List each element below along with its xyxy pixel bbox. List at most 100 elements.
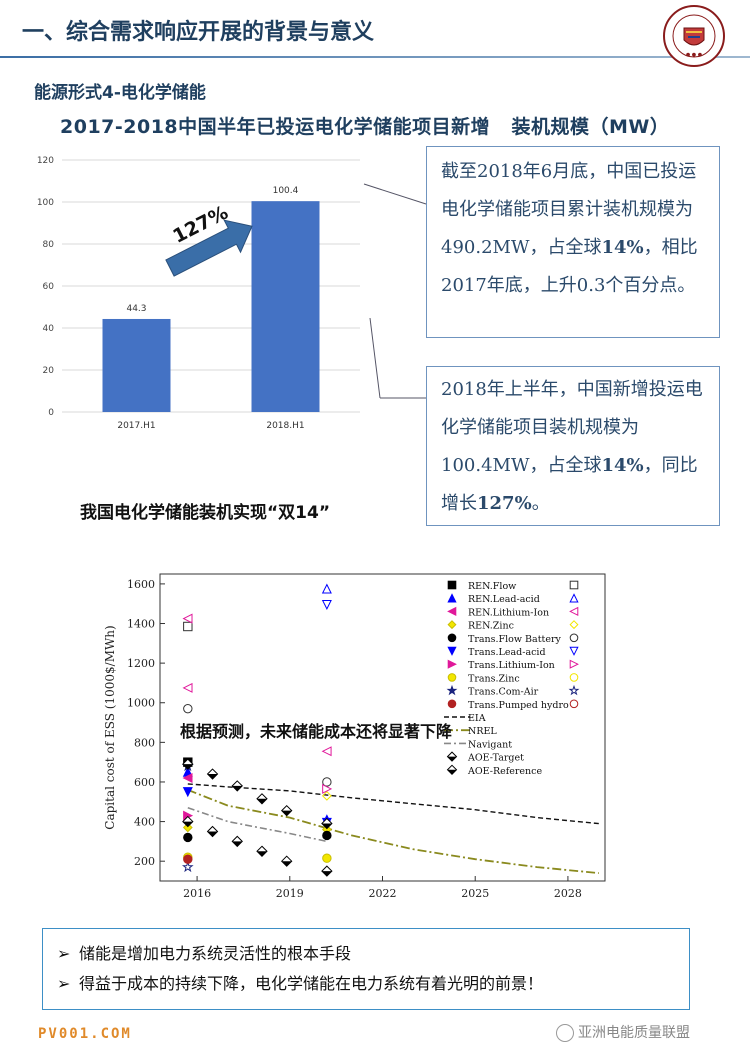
legend-label: REN.Lead-acid — [468, 594, 540, 605]
diamond-half — [232, 785, 243, 791]
data-point — [321, 746, 332, 757]
y-tick-label: 1000 — [127, 697, 155, 710]
legend-label: AOE-Target — [467, 753, 524, 764]
legend-marker-open — [569, 593, 579, 603]
legend-marker-open — [569, 646, 579, 656]
x-tick-label: 2028 — [554, 887, 582, 900]
forecast-overlay: 根据预测，未来储能成本还将显著下降 — [180, 722, 453, 741]
legend-marker-half — [447, 769, 457, 775]
wechat-icon — [556, 1024, 574, 1042]
legend-marker — [447, 593, 457, 603]
legend-marker — [447, 580, 457, 590]
page-title: 一、综合需求响应开展的背景与意义 — [22, 20, 375, 45]
data-point — [183, 854, 193, 864]
legend-marker — [447, 606, 457, 617]
data-point — [183, 832, 193, 843]
legend-entry: Trans.Com-Air — [446, 684, 580, 698]
conclusion-item: ➢ 得益于成本的持续下降，电化学储能在电力系统有着光明的前景！ — [57, 969, 675, 999]
legend-marker-open — [569, 580, 579, 590]
x-tick-label: 2017.H1 — [117, 421, 155, 431]
series-line-nrel — [187, 789, 599, 874]
svg-text:● ● ●: ● ● ● — [686, 52, 703, 58]
bar-chart: 02040608010012044.32017.H1100.42018.H112… — [37, 156, 360, 431]
data-point — [322, 853, 332, 863]
legend-label: REN.Zinc — [468, 621, 514, 632]
legend-entry: REN.Lithium-Ion — [447, 606, 579, 618]
info-box-1-text-a: 截至2018年6月底，中国已投运电化学储能项目累计装机规模为490.2MW，占全… — [441, 161, 697, 258]
diamond-half — [232, 841, 243, 847]
y-tick-label: 80 — [43, 240, 55, 250]
site-watermark: PV001.COM — [38, 1026, 132, 1042]
data-label: 100.4 — [273, 186, 299, 196]
legend-entry: REN.Flow — [447, 580, 579, 592]
bar — [251, 201, 320, 412]
x-tick-label: 2018.H1 — [266, 421, 304, 431]
data-point — [322, 783, 333, 794]
data-point — [280, 804, 293, 817]
arrow-bullet-icon: ➢ — [57, 944, 71, 963]
info-box-cumulative: 截至2018年6月底，中国已投运电化学储能项目累计装机规模为490.2MW，占全… — [426, 146, 720, 338]
y-tick-label: 120 — [37, 156, 54, 166]
legend-marker — [447, 659, 457, 669]
legend-label: Trans.Com-Air — [468, 687, 539, 698]
growth-arrow-icon — [165, 219, 253, 277]
data-point — [321, 600, 332, 611]
data-point — [183, 621, 193, 632]
y-tick-label: 400 — [134, 816, 155, 829]
legend-entry: Trans.Lead-acid — [447, 646, 579, 658]
series-line-navigant — [187, 806, 328, 843]
diamond-half — [256, 851, 267, 857]
conclusion-text: 储能是增加电力系统灵活性的根本手段 — [79, 944, 352, 963]
bar-chart-title: 2017-2018中国半年已投运电化学储能项目新增 装机规模（MW） — [60, 116, 670, 138]
wechat-watermark-text: 亚洲电能质量联盟 — [578, 1025, 690, 1041]
data-point — [182, 815, 194, 828]
diamond-half — [256, 798, 267, 804]
legend-entry: REN.Zinc — [447, 620, 579, 632]
data-point — [182, 772, 193, 784]
info-box-1-text-b: ，相比2017年底，上升0.3个百分点。 — [441, 237, 698, 296]
y-tick-label: 100 — [37, 198, 54, 208]
legend-label: AOE-Reference — [467, 766, 542, 777]
university-seal-logo: ● ● ● — [663, 5, 725, 67]
legend-entry: Trans.Flow Battery — [447, 633, 579, 645]
legend-marker-open — [569, 606, 579, 617]
data-label: 44.3 — [126, 304, 146, 314]
y-tick-label: 200 — [134, 855, 155, 868]
growth-arrow-shape — [165, 219, 253, 277]
info-box-2-text-b: ，同比增长 — [441, 455, 698, 514]
legend-entry: Navigant — [444, 739, 512, 750]
y-tick-label: 600 — [134, 776, 155, 789]
legend-entry: Trans.Pumped hydro — [447, 699, 579, 711]
y-axis-label: Capital cost of ESS (1000$/MWh) — [103, 625, 117, 829]
legend-marker-open — [569, 620, 579, 630]
x-tick-label: 2025 — [461, 887, 489, 900]
y-tick-label: 800 — [134, 736, 155, 749]
legend-marker-open — [569, 659, 579, 669]
conclusion-item: ➢ 储能是增加电力系统灵活性的根本手段 — [57, 939, 675, 969]
legend-marker — [446, 684, 458, 696]
data-point — [321, 790, 332, 801]
legend-marker-open — [569, 633, 579, 643]
data-point — [321, 817, 333, 830]
data-point — [182, 758, 194, 770]
legend-marker — [447, 633, 457, 643]
info-box-2-text-a: 2018年上半年，中国新增投运电化学储能项目装机规模为100.4MW，占全球 — [441, 379, 703, 476]
y-tick-label: 1200 — [127, 657, 155, 670]
data-point — [231, 835, 243, 848]
y-tick-label: 1400 — [127, 618, 155, 631]
ess-cost-chart: 200 400 600 800 1000 1200 1400 1600 2016 2019 2022… — [103, 573, 606, 900]
legend-label: Navigant — [468, 739, 512, 750]
data-point — [256, 845, 268, 857]
legend-marker-open — [568, 684, 580, 696]
legend-label: Trans.Pumped hydro — [468, 700, 569, 711]
diamond-half — [207, 831, 218, 837]
data-point — [182, 822, 193, 833]
y-tick-label: 0 — [48, 408, 54, 418]
legend-entry: AOE-Target — [446, 751, 524, 764]
plot-frame — [159, 573, 606, 882]
data-point — [183, 703, 193, 714]
info-box-1-bold: 14% — [601, 237, 644, 258]
section-title: 能源形式4-电化学储能 — [34, 83, 206, 103]
y-tick-label: 20 — [43, 366, 55, 376]
info-box-2-text-c: 。 — [531, 493, 550, 514]
